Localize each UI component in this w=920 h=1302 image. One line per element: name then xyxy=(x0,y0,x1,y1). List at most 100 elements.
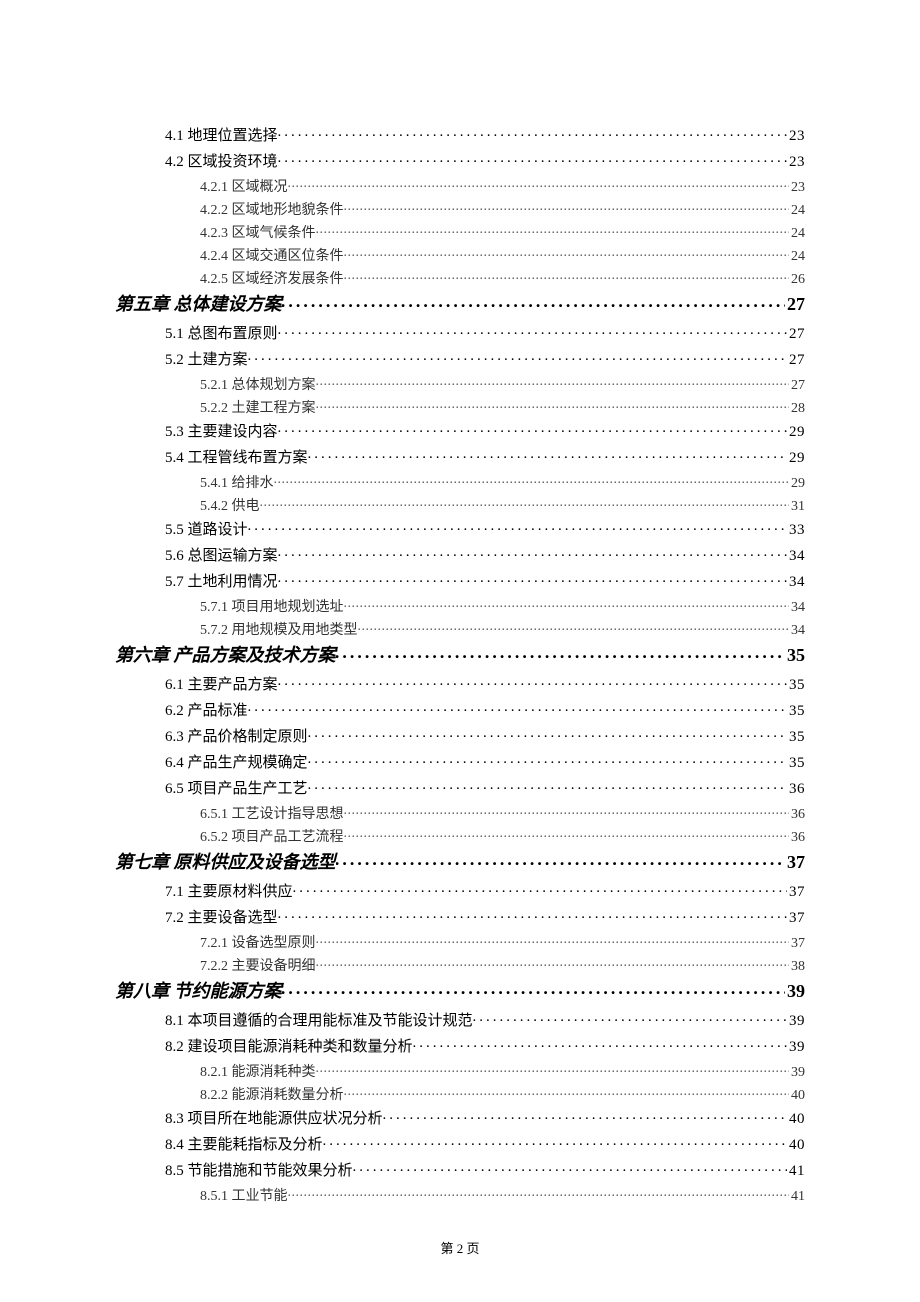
toc-leader-dots xyxy=(260,496,790,510)
toc-entry-page: 35 xyxy=(787,678,805,693)
toc-entry-title: 5.2.2 土建工程方案 xyxy=(200,402,316,416)
toc-entry: 5.4.2 供电31 xyxy=(200,496,805,514)
toc-leader-dots xyxy=(316,398,790,412)
toc-entry-page: 28 xyxy=(789,402,805,416)
toc-entry-title: 7.2 主要设备选型 xyxy=(165,911,278,926)
toc-entry-title: 5.4.1 给排水 xyxy=(200,477,274,491)
toc-leader-dots xyxy=(308,778,787,793)
toc-leader-dots xyxy=(344,200,790,214)
toc-entry-title: 4.1 地理位置选择 xyxy=(165,129,278,144)
toc-entry: 7.2.1 设备选型原则 37 xyxy=(200,933,805,951)
toc-entry: 7.1 主要原材料供应37 xyxy=(165,881,805,900)
toc-leader-dots xyxy=(316,375,790,389)
toc-entry-page: 36 xyxy=(787,782,805,797)
toc-entry-page: 39 xyxy=(789,1066,805,1080)
toc-entry-title: 7.2.2 主要设备明细 xyxy=(200,960,316,974)
toc-leader-dots xyxy=(278,571,787,586)
toc-entry-page: 24 xyxy=(789,227,805,241)
toc-entry: 8.5.1 工业节能 41 xyxy=(200,1186,805,1204)
toc-entry-page: 27 xyxy=(787,353,805,368)
toc-leader-dots xyxy=(293,881,787,896)
toc-leader-dots xyxy=(316,223,790,237)
toc-entry-page: 34 xyxy=(789,601,805,615)
toc-entry-title: 5.6 总图运输方案 xyxy=(165,549,278,564)
toc-entry: 7.2.2 主要设备明细 38 xyxy=(200,956,805,974)
toc-entry: 5.2.2 土建工程方案 28 xyxy=(200,398,805,416)
toc-leader-dots xyxy=(308,726,787,741)
toc-leader-dots xyxy=(358,620,790,634)
toc-leader-dots xyxy=(288,177,790,191)
toc-leader-dots xyxy=(308,752,787,767)
toc-entry: 6.3 产品价格制定原则35 xyxy=(165,726,805,745)
toc-entry-title: 4.2.1 区域概况 xyxy=(200,181,288,195)
toc-entry-title: 8.2 建设项目能源消耗种类和数量分析 xyxy=(165,1040,413,1055)
toc-entry-page: 38 xyxy=(789,960,805,974)
toc-leader-dots xyxy=(316,956,790,970)
page-footer: 第 2 页 xyxy=(0,1238,920,1257)
toc-entry-title: 第六章 产品方案及技术方案 xyxy=(115,646,336,664)
toc-leader-dots xyxy=(248,519,787,534)
toc-leader-dots xyxy=(274,473,790,487)
toc-entry-page: 34 xyxy=(787,575,805,590)
toc-leader-dots xyxy=(278,125,787,140)
toc-entry-page: 34 xyxy=(787,549,805,564)
toc-entry-page: 37 xyxy=(789,937,805,951)
toc-leader-dots xyxy=(248,349,787,364)
toc-entry: 5.2.1 总体规划方案27 xyxy=(200,375,805,393)
toc-entry-title: 6.3 产品价格制定原则 xyxy=(165,730,308,745)
toc-entry: 4.2.1 区域概况23 xyxy=(200,177,805,195)
toc-entry: 6.2 产品标准 35 xyxy=(165,700,805,719)
toc-entry: 5.7.1 项目用地规划选址34 xyxy=(200,597,805,615)
toc-entry: 6.5.1 工艺设计指导思想36 xyxy=(200,804,805,822)
toc-entry: 8.2.1 能源消耗种类39 xyxy=(200,1062,805,1080)
toc-entry-title: 4.2.2 区域地形地貌条件 xyxy=(200,204,344,218)
toc-entry-title: 6.2 产品标准 xyxy=(165,704,248,719)
toc-entry-page: 27 xyxy=(789,379,805,393)
toc-entry: 8.2.2 能源消耗数量分析40 xyxy=(200,1085,805,1103)
toc-entry: 8.3 项目所在地能源供应状况分析40 xyxy=(165,1108,805,1127)
toc-leader-dots xyxy=(278,907,787,922)
toc-entry-page: 36 xyxy=(789,808,805,822)
toc-entry: 5.3 主要建设内容29 xyxy=(165,421,805,440)
toc-leader-dots xyxy=(344,827,790,841)
toc-entry-page: 35 xyxy=(785,646,805,664)
toc-entry-title: 8.4 主要能耗指标及分析 xyxy=(165,1138,323,1153)
toc-leader-dots xyxy=(344,269,790,283)
toc-entry-page: 23 xyxy=(787,129,805,144)
toc-leader-dots xyxy=(336,850,786,868)
toc-entry: 5.7 土地利用情况34 xyxy=(165,571,805,590)
toc-entry: 5.5 道路设计33 xyxy=(165,519,805,538)
toc-entry-title: 6.4 产品生产规模确定 xyxy=(165,756,308,771)
toc-entry: 6.1 主要产品方案35 xyxy=(165,674,805,693)
toc-entry-title: 7.2.1 设备选型原则 xyxy=(200,937,316,951)
table-of-contents: 4.1 地理位置选择234.2 区域投资环境234.2.1 区域概况234.2.… xyxy=(115,125,805,1204)
toc-entry-title: 8.5 节能措施和节能效果分析 xyxy=(165,1164,353,1179)
toc-entry-title: 8.5.1 工业节能 xyxy=(200,1190,288,1204)
toc-leader-dots xyxy=(323,1134,787,1149)
toc-entry-page: 39 xyxy=(787,1040,805,1055)
toc-leader-dots xyxy=(278,545,787,560)
toc-entry-page: 33 xyxy=(787,523,805,538)
toc-leader-dots xyxy=(344,1085,790,1099)
toc-entry-page: 35 xyxy=(787,756,805,771)
toc-leader-dots xyxy=(344,597,790,611)
toc-leader-dots xyxy=(353,1160,787,1175)
toc-entry-title: 6.5.2 项目产品工艺流程 xyxy=(200,831,344,845)
toc-entry: 4.2 区域投资环境23 xyxy=(165,151,805,170)
toc-entry-title: 8.3 项目所在地能源供应状况分析 xyxy=(165,1112,383,1127)
toc-entry: 5.6 总图运输方案 34 xyxy=(165,545,805,564)
toc-entry: 8.1 本项目遵循的合理用能标准及节能设计规范39 xyxy=(165,1010,805,1029)
toc-entry-page: 41 xyxy=(789,1190,805,1204)
toc-entry-title: 4.2.4 区域交通区位条件 xyxy=(200,250,344,264)
toc-entry: 5.4.1 给排水29 xyxy=(200,473,805,491)
toc-entry-page: 40 xyxy=(789,1089,805,1103)
toc-entry: 6.4 产品生产规模确定 35 xyxy=(165,752,805,771)
toc-leader-dots xyxy=(473,1010,787,1025)
toc-entry-title: 第八章 节约能源方案 xyxy=(115,982,282,1000)
toc-entry-page: 24 xyxy=(789,250,805,264)
toc-leader-dots xyxy=(278,421,787,436)
toc-entry-page: 35 xyxy=(787,704,805,719)
toc-entry: 4.1 地理位置选择 23 xyxy=(165,125,805,144)
toc-entry: 第六章 产品方案及技术方案 35 xyxy=(115,643,805,664)
toc-leader-dots xyxy=(248,700,787,715)
